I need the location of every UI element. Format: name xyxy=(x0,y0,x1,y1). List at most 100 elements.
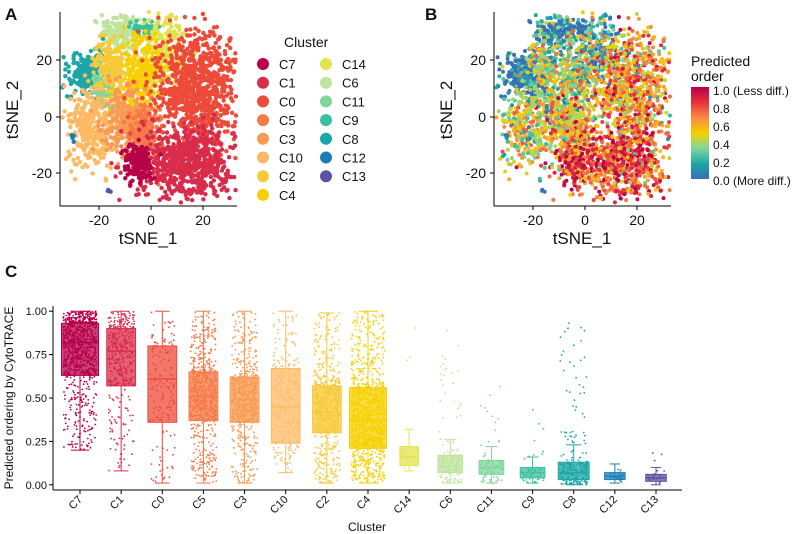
point xyxy=(101,87,106,92)
point xyxy=(203,108,208,114)
point xyxy=(129,160,134,165)
point xyxy=(155,172,160,177)
point xyxy=(135,87,140,92)
point xyxy=(210,126,215,131)
point xyxy=(220,67,225,73)
point xyxy=(204,41,209,46)
point xyxy=(62,84,67,89)
point xyxy=(110,105,115,111)
point xyxy=(555,25,560,30)
point xyxy=(173,82,178,87)
point xyxy=(174,49,179,54)
point xyxy=(227,195,232,201)
point xyxy=(211,185,216,190)
point xyxy=(533,13,538,18)
point xyxy=(155,129,160,134)
panel-a-xtick-label: 20 xyxy=(195,212,211,228)
point xyxy=(173,16,179,21)
point xyxy=(100,36,106,41)
point xyxy=(124,82,129,88)
point xyxy=(194,38,199,43)
point xyxy=(194,157,199,162)
point xyxy=(156,162,162,167)
point xyxy=(95,95,101,101)
point xyxy=(72,73,77,78)
point xyxy=(232,69,237,74)
point xyxy=(163,189,168,194)
point xyxy=(532,68,537,73)
point xyxy=(105,89,110,94)
point xyxy=(526,158,531,163)
point xyxy=(137,156,142,161)
point xyxy=(549,24,554,29)
point xyxy=(498,61,502,66)
point xyxy=(198,54,203,59)
point xyxy=(135,96,140,101)
point xyxy=(92,74,97,80)
point xyxy=(230,131,235,136)
point xyxy=(523,85,528,90)
point xyxy=(122,95,127,101)
point xyxy=(121,25,127,30)
point xyxy=(611,24,616,29)
point xyxy=(579,69,584,74)
point xyxy=(543,59,548,64)
point xyxy=(150,57,155,62)
point xyxy=(214,101,219,106)
cluster-points-c12 xyxy=(69,132,76,144)
point xyxy=(139,144,145,149)
point xyxy=(99,149,105,155)
point xyxy=(100,122,106,128)
point xyxy=(201,30,206,36)
point xyxy=(148,63,154,68)
point xyxy=(82,73,88,78)
point xyxy=(146,10,151,15)
point xyxy=(83,84,89,89)
point xyxy=(136,137,141,143)
point xyxy=(579,49,584,54)
point xyxy=(69,169,74,174)
point xyxy=(558,62,563,67)
point xyxy=(137,127,142,132)
point xyxy=(109,50,114,56)
point xyxy=(75,155,81,161)
legend-swatch-c2 xyxy=(257,170,269,183)
point xyxy=(138,35,143,40)
point xyxy=(559,41,564,46)
point xyxy=(557,32,562,37)
point xyxy=(126,24,132,29)
point xyxy=(133,50,139,55)
point xyxy=(561,29,566,34)
point xyxy=(611,27,616,32)
point xyxy=(230,98,235,104)
point xyxy=(114,55,119,60)
point xyxy=(96,119,102,124)
point xyxy=(199,186,204,191)
point xyxy=(109,141,115,147)
point xyxy=(168,30,173,35)
point xyxy=(216,45,222,50)
point xyxy=(179,31,185,37)
point xyxy=(568,18,573,23)
legend-label-c3: C3 xyxy=(279,132,296,147)
point xyxy=(538,54,543,59)
point xyxy=(133,114,139,119)
point xyxy=(125,114,131,120)
point xyxy=(590,11,595,16)
point xyxy=(121,39,126,44)
point xyxy=(156,15,161,20)
point xyxy=(163,135,169,140)
point xyxy=(528,20,533,25)
point xyxy=(63,67,68,72)
point xyxy=(164,78,170,83)
point xyxy=(124,148,129,154)
point xyxy=(178,200,184,205)
point xyxy=(134,192,139,198)
point xyxy=(177,92,182,97)
point xyxy=(169,55,175,60)
point xyxy=(572,24,577,29)
point xyxy=(551,49,556,54)
point xyxy=(146,18,152,23)
point xyxy=(147,111,152,116)
point xyxy=(114,96,119,102)
